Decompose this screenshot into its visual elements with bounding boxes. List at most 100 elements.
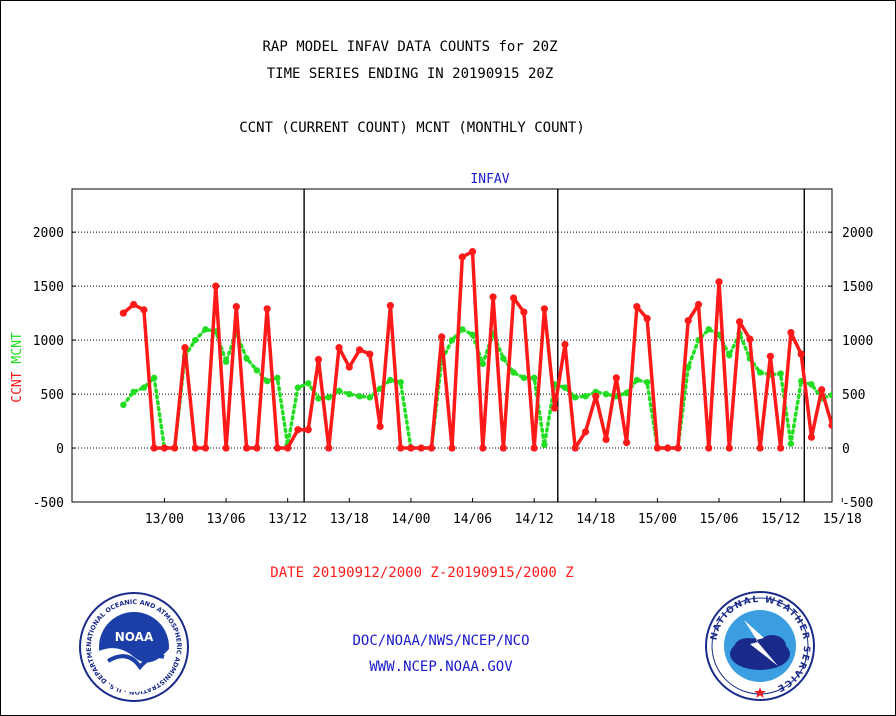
plot-area-frame [71, 188, 833, 503]
y-tick-label-left: 0 [56, 442, 64, 457]
x-tick-label: 14/12 [515, 512, 554, 527]
data-point-ccnt [684, 317, 692, 325]
data-point-ccnt [160, 444, 169, 452]
data-point-ccnt [253, 444, 261, 452]
data-point-ccnt [376, 422, 384, 431]
data-point-ccnt [622, 439, 631, 447]
noaa-center-text: NOAA [115, 630, 154, 644]
data-point-ccnt [427, 444, 436, 452]
data-point-ccnt [571, 444, 579, 452]
data-point-mcnt [582, 393, 589, 400]
data-point-mcnt [356, 393, 363, 400]
data-point-mcnt [222, 358, 230, 365]
data-point-ccnt [489, 293, 497, 301]
data-point-ccnt [530, 444, 538, 452]
subtitle: CCNT (CURRENT COUNT) MCNT (MONTHLY COUNT… [239, 120, 585, 136]
data-point-ccnt [386, 301, 394, 310]
data-point-ccnt [818, 386, 826, 394]
x-tick-label: 15/06 [699, 512, 738, 527]
data-point-ccnt [345, 363, 353, 371]
data-point-mcnt [274, 374, 281, 382]
data-point-mcnt [469, 331, 476, 338]
data-point-ccnt [232, 303, 240, 311]
data-point-mcnt [459, 326, 466, 333]
data-point-mcnt [202, 326, 209, 333]
data-point-ccnt [520, 308, 528, 316]
data-point-mcnt [366, 394, 374, 401]
data-point-mcnt [787, 440, 795, 447]
data-point-mcnt [633, 376, 641, 384]
y-tick-label-right: 1500 [842, 280, 873, 295]
data-point-ccnt [674, 444, 682, 452]
data-point-ccnt [602, 435, 610, 443]
data-point-mcnt [150, 374, 158, 382]
data-point-mcnt [500, 355, 507, 362]
data-point-mcnt [397, 378, 404, 386]
data-point-mcnt [530, 374, 538, 382]
data-point-mcnt [305, 380, 312, 387]
date-range: DATE 20190912/2000 Z-20190915/2000 Z [270, 565, 574, 581]
data-point-ccnt [335, 344, 343, 352]
website-link[interactable]: WWW.NCEP.NOAA.GOV [369, 659, 513, 675]
x-tick-label: 15/12 [761, 512, 800, 527]
data-point-ccnt [417, 444, 425, 452]
data-point-mcnt [387, 376, 394, 384]
data-point-ccnt [294, 426, 302, 434]
y-tick-label-right: 1000 [842, 334, 873, 349]
data-point-ccnt [366, 350, 374, 358]
data-point-mcnt [520, 374, 528, 382]
series-ccnt [119, 248, 856, 452]
data-point-ccnt [705, 444, 713, 452]
data-point-ccnt [284, 444, 292, 452]
data-point-ccnt [314, 355, 323, 364]
data-point-ccnt [499, 444, 507, 452]
data-point-mcnt [325, 394, 332, 401]
data-point-ccnt [797, 350, 805, 358]
y-tick-label-right: 2000 [842, 226, 873, 241]
data-point-mcnt [756, 369, 764, 376]
data-point-mcnt [479, 360, 487, 368]
star-icon [754, 687, 766, 698]
data-point-ccnt [355, 346, 364, 354]
y-axis-label-part: MCNT [10, 332, 25, 371]
data-point-mcnt [808, 381, 815, 388]
data-point-ccnt [581, 428, 590, 436]
x-tick-label: 14/00 [391, 512, 430, 527]
data-point-ccnt [664, 444, 672, 452]
data-point-ccnt [119, 309, 127, 317]
nws-logo: NATIONAL WEATHER SERVICE [705, 591, 815, 701]
data-point-ccnt [807, 433, 816, 441]
data-point-mcnt [130, 388, 137, 396]
data-point-ccnt [458, 253, 466, 261]
y-tick-label-left: 2000 [33, 226, 64, 241]
y-tick-label-left: 500 [41, 388, 64, 403]
data-point-ccnt [304, 426, 312, 434]
data-point-ccnt [849, 380, 856, 387]
data-point-ccnt [130, 300, 138, 309]
data-point-mcnt [253, 367, 261, 374]
agency-line: DOC/NOAA/NWS/NCEP/NCO [352, 633, 530, 649]
x-tick-label: 13/18 [330, 512, 369, 527]
x-tick-label: 15/18 [823, 512, 862, 527]
data-point-ccnt [273, 444, 282, 452]
data-point-mcnt [448, 336, 456, 344]
x-tick-label: 14/06 [453, 512, 492, 527]
data-point-ccnt [787, 328, 795, 337]
data-point-mcnt [828, 391, 832, 399]
data-point-mcnt [510, 369, 517, 376]
data-point-mcnt [726, 352, 733, 359]
data-point-ccnt [551, 404, 559, 412]
data-point-mcnt [192, 336, 199, 344]
data-point-mcnt [623, 389, 630, 397]
data-point-mcnt [561, 384, 569, 391]
data-point-ccnt [766, 352, 774, 360]
data-point-ccnt [828, 421, 832, 429]
y-axis-label: CCNT MCNT [10, 332, 25, 403]
title-line-1: RAP MODEL INFAV DATA COUNTS for 20Z [262, 39, 558, 55]
data-point-mcnt [572, 394, 579, 401]
y-tick-label-left: 1000 [33, 334, 64, 349]
data-point-ccnt [756, 444, 764, 452]
data-point-ccnt [407, 444, 415, 452]
chart-title: INFAV [470, 172, 509, 187]
y-tick-label-left: -500 [33, 496, 64, 511]
